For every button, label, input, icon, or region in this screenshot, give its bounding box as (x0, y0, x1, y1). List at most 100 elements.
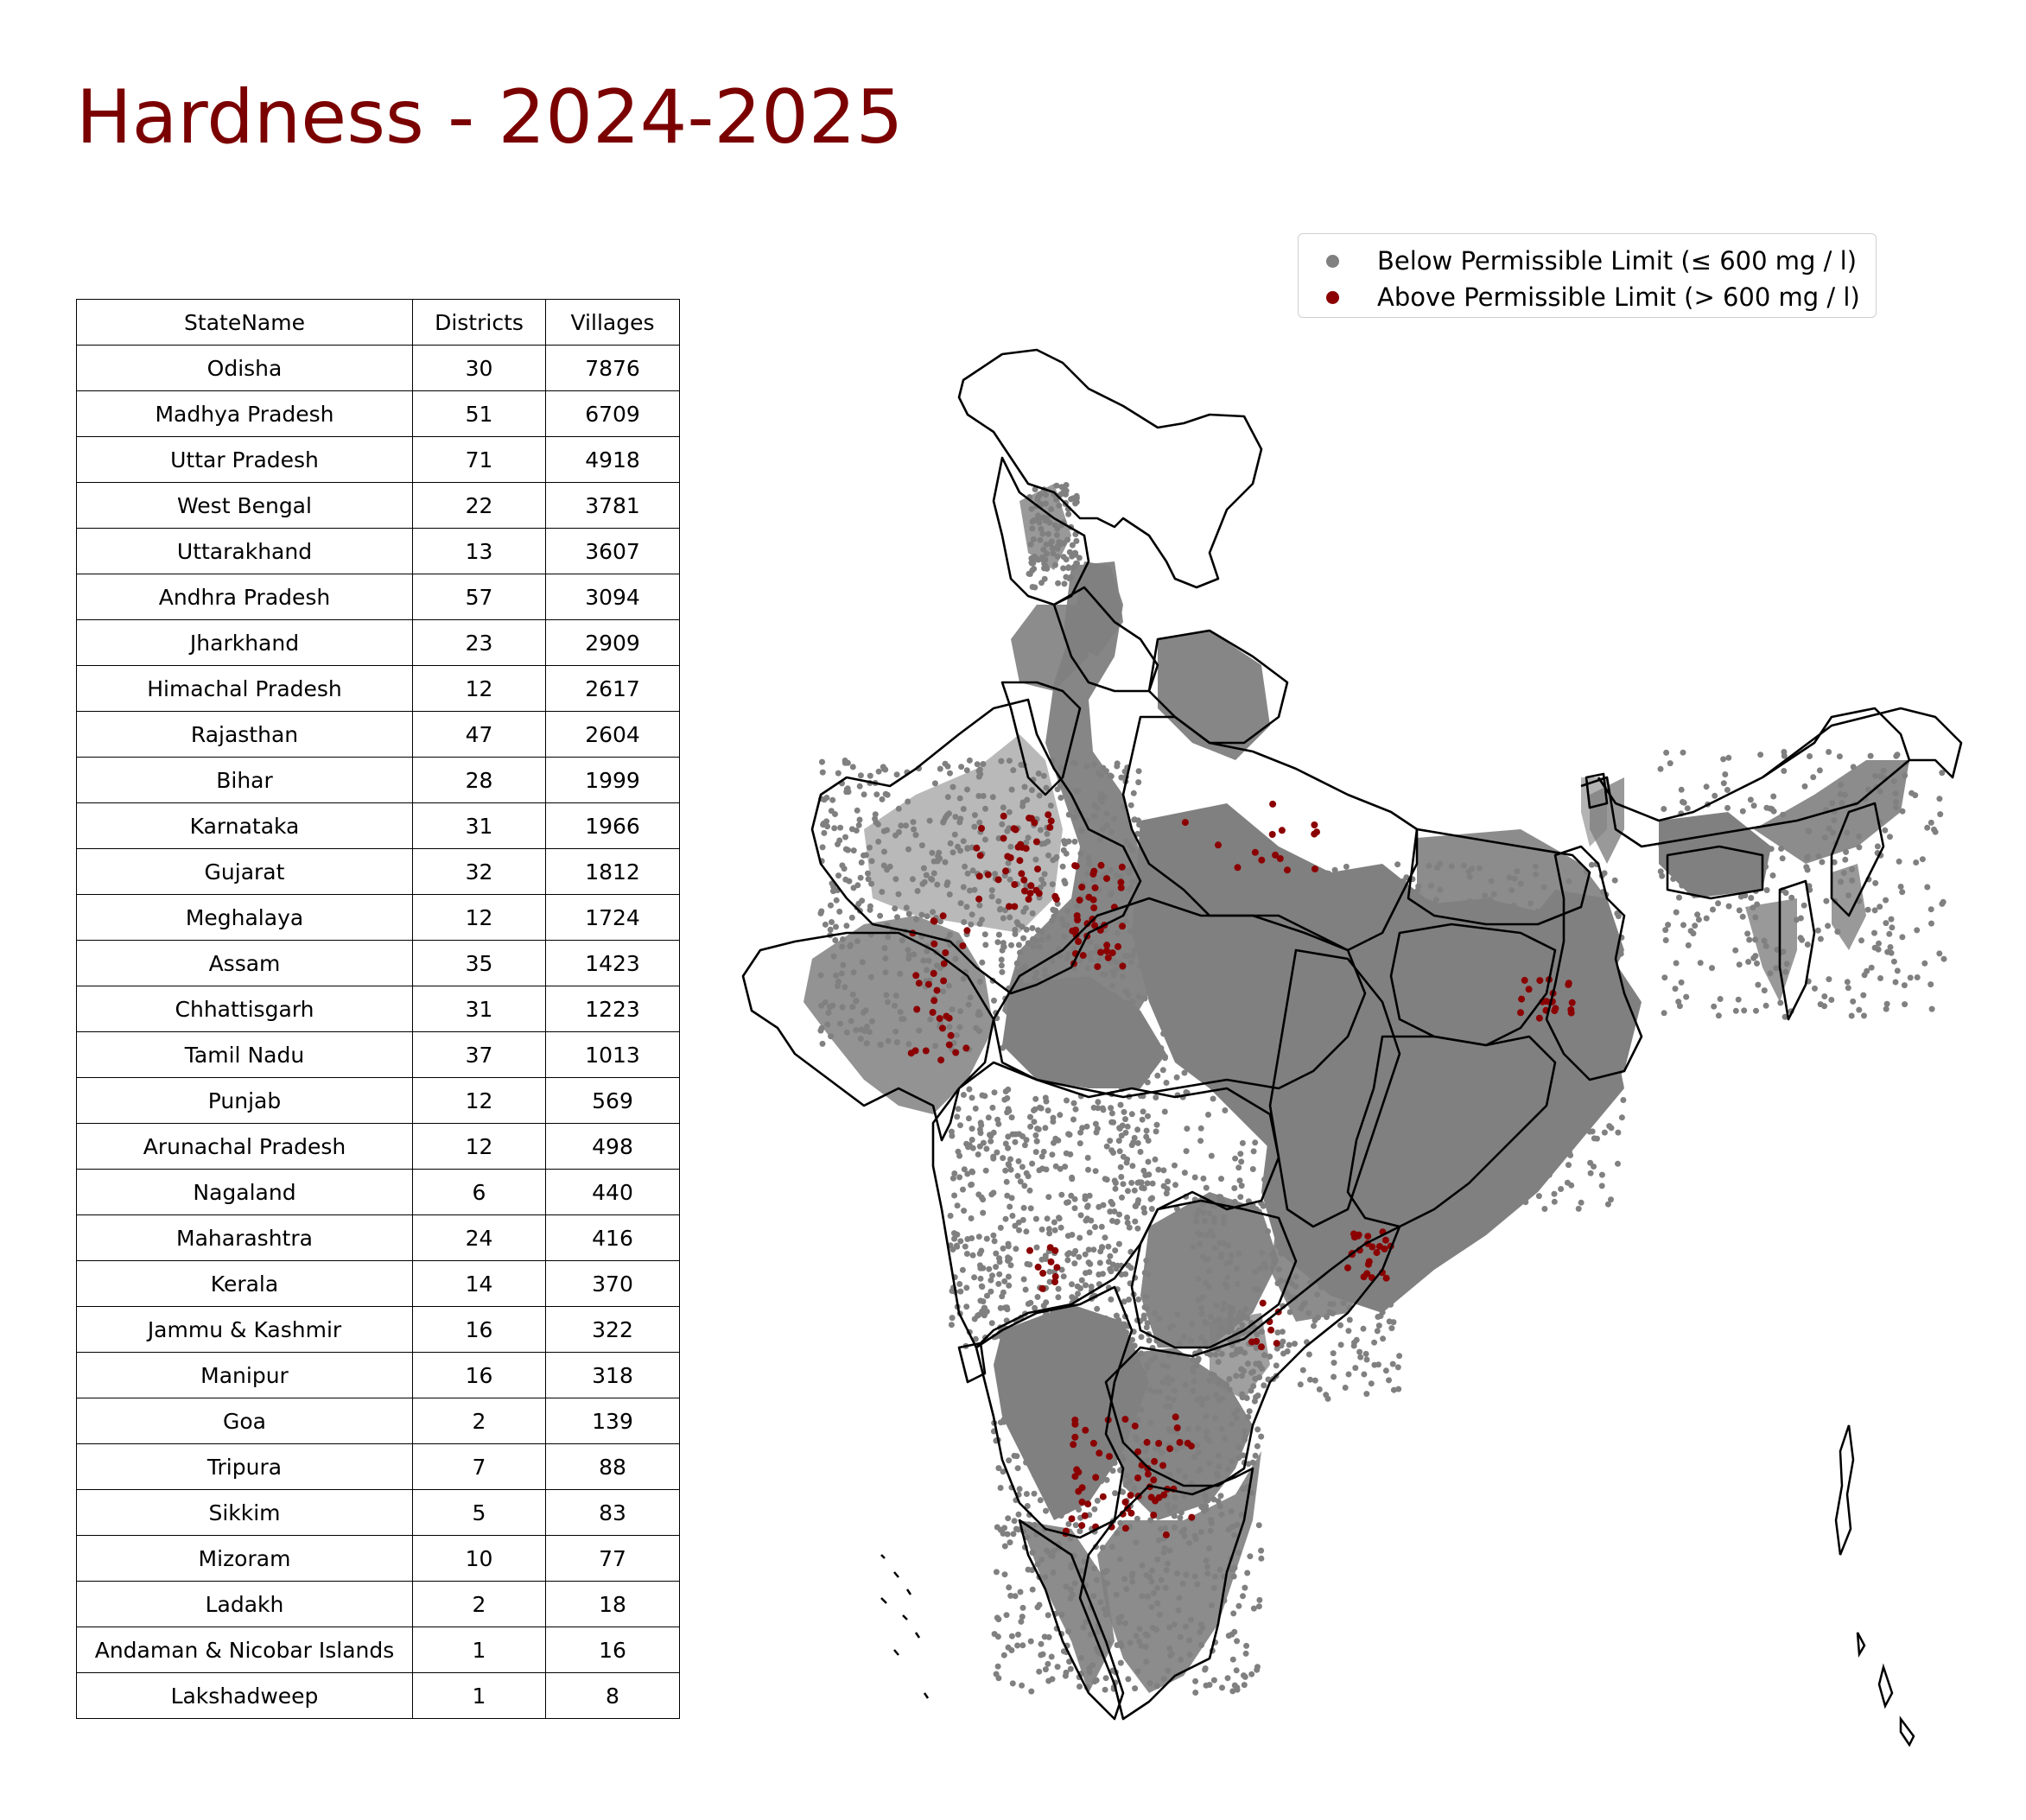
sample-point-below (892, 1002, 898, 1009)
sample-point-below (832, 811, 838, 817)
cell-districts: 24 (412, 1214, 546, 1261)
table-row: Tamil Nadu 37 1013 (76, 1031, 680, 1078)
sample-point-below (1279, 1329, 1286, 1335)
sample-point-below (1032, 1215, 1039, 1222)
sample-point-below (1888, 949, 1895, 956)
sample-point-below (1013, 1525, 1019, 1532)
sample-point-above (940, 960, 948, 967)
sample-point-above (978, 825, 985, 832)
sample-point-below (1135, 779, 1142, 786)
sample-point-below (1021, 1183, 1028, 1189)
sample-point-below (1872, 879, 1879, 886)
sample-point-below (1487, 897, 1494, 903)
sample-point-below (1838, 782, 1845, 788)
sample-point-below (949, 1006, 956, 1013)
sample-point-below (1118, 1174, 1125, 1180)
sample-point-above (1565, 980, 1572, 987)
sample-point-below (1939, 770, 1946, 777)
sample-point-below (1419, 1113, 1426, 1120)
sample-point-below (1724, 787, 1731, 793)
cell-districts: 30 (412, 345, 546, 391)
sample-point-below (1426, 986, 1432, 992)
sample-point-below (1009, 1213, 1016, 1219)
sample-point-below (824, 823, 831, 830)
sample-point-below (1164, 1374, 1171, 1381)
boundary-arunachal (1762, 707, 1963, 779)
sample-point-below (1426, 1163, 1433, 1170)
sample-point-below (1541, 1206, 1548, 1212)
sample-point-below (1146, 1386, 1153, 1393)
sample-point-below (1407, 1193, 1413, 1200)
sample-point-below (1469, 1189, 1476, 1196)
sample-point-below (1122, 1481, 1129, 1488)
sample-point-below (1042, 1332, 1049, 1339)
sample-point-below (1546, 1064, 1553, 1071)
sample-point-below (819, 758, 825, 765)
sample-point-below (1197, 1466, 1204, 1473)
sample-point-below (1346, 1316, 1353, 1323)
sample-point-below (1437, 969, 1443, 976)
sample-point-below (1493, 1104, 1500, 1111)
sample-point-below (843, 1029, 850, 1036)
sample-point-below (1842, 856, 1849, 863)
sample-point-above (1051, 1246, 1059, 1254)
sample-point-below (1472, 980, 1479, 986)
sample-point-above (1006, 903, 1013, 910)
sample-point-below (1388, 1325, 1395, 1332)
sample-point-below (1087, 1481, 1094, 1488)
sample-point-below (918, 911, 925, 918)
sample-point-below (1037, 1472, 1044, 1479)
sample-point-below (1029, 1586, 1036, 1593)
sample-point-below (1108, 1105, 1115, 1112)
sample-point-below (1657, 765, 1664, 772)
sample-point-above (984, 871, 992, 878)
sample-point-below (1105, 1370, 1112, 1377)
sample-point-below (1047, 802, 1054, 809)
sample-point-below (1324, 1395, 1331, 1402)
sample-point-below (1115, 1138, 1122, 1145)
cell-districts: 37 (412, 1031, 546, 1078)
sample-point-below (973, 1024, 980, 1031)
sample-point-below (960, 838, 967, 845)
sample-point-below (1083, 1270, 1089, 1277)
sample-point-below (1815, 853, 1822, 859)
sample-point-below (1402, 916, 1409, 923)
sample-point-below (1119, 1043, 1126, 1050)
sample-point-below (1006, 1457, 1013, 1464)
sample-point-below (1419, 945, 1426, 952)
sample-point-below (1127, 1639, 1134, 1646)
sample-point-below (1482, 1130, 1488, 1137)
sample-point-above (1521, 976, 1528, 984)
sample-point-below (1124, 1000, 1130, 1007)
sample-point-below (1573, 1136, 1580, 1143)
sample-point-below (1220, 989, 1227, 995)
sample-point-below (1014, 1172, 1021, 1179)
sample-point-below (963, 1284, 970, 1291)
sample-point-below (1296, 1010, 1303, 1017)
sample-point-above (1071, 1433, 1079, 1441)
sample-point-below (1034, 1561, 1041, 1568)
cell-statename: Assam (76, 940, 413, 986)
sample-point-below (1432, 897, 1439, 904)
sample-point-below (1568, 1182, 1575, 1189)
sample-point-below (1496, 913, 1502, 920)
sample-point-below (1005, 1243, 1012, 1250)
sample-point-below (1706, 872, 1713, 878)
sample-point-below (1250, 995, 1257, 1002)
sample-point-below (1093, 1646, 1100, 1652)
sample-point-below (1360, 1142, 1367, 1149)
sample-point-below (1186, 1637, 1193, 1644)
sample-point-below (995, 931, 1002, 938)
grey-dot-icon (1326, 254, 1339, 268)
sample-point-below (1543, 1031, 1550, 1038)
sample-point-below (1108, 1119, 1115, 1126)
sample-point-below (966, 757, 973, 764)
sample-point-below (1090, 813, 1096, 819)
sample-point-below (1071, 814, 1078, 821)
sample-point-below (1431, 1026, 1438, 1033)
sample-point-below (1064, 922, 1070, 929)
sample-point-below (1040, 546, 1047, 553)
sample-point-below (1019, 1403, 1026, 1410)
sample-point-below (1676, 894, 1682, 901)
sample-point-above (1051, 1272, 1059, 1280)
